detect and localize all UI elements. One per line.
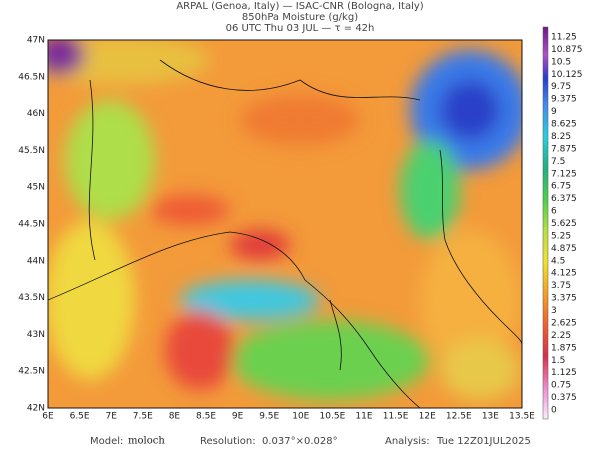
- map-frame: [47, 39, 523, 409]
- colorbar-label: 9: [551, 107, 557, 117]
- lon-label: 12E: [419, 412, 436, 422]
- lon-label: 11.5E: [383, 412, 409, 422]
- footer-value: Tue 12Z01JUL2025: [436, 436, 531, 447]
- lon-label: 9.5E: [259, 412, 279, 422]
- lon-label: 8.5E: [196, 412, 216, 422]
- colorbar-label: 11.25: [551, 33, 577, 43]
- colorbar-label: 6: [551, 207, 557, 217]
- lon-label: 6.5E: [70, 412, 90, 422]
- header-line: ARPAL (Genoa, Italy) — ISAC-CNR (Bologna…: [176, 1, 423, 12]
- lon-label: 13E: [482, 412, 499, 422]
- lon-label: 10.5E: [320, 412, 346, 422]
- lon-label: 9E: [232, 412, 244, 422]
- colorbar-label: 7.125: [551, 169, 577, 179]
- lon-label: 8E: [169, 412, 181, 422]
- colorbar-label: 3: [551, 306, 557, 316]
- colorbar-label: 1.875: [551, 343, 577, 353]
- header-line: 06 UTC Thu 03 JUL — τ = 42h: [226, 23, 375, 34]
- colorbar: [542, 26, 549, 420]
- lat-label: 45.5N: [18, 146, 45, 156]
- colorbar-label: 1.125: [551, 368, 577, 378]
- colorbar-label: 2.25: [551, 331, 571, 341]
- colorbar-label: 4.125: [551, 269, 577, 279]
- colorbar-label: 1.5: [551, 356, 565, 366]
- lat-label: 42N: [27, 404, 45, 414]
- lat-label: 42.5N: [18, 367, 45, 377]
- colorbar-label: 6.75: [551, 182, 571, 192]
- colorbar-label: 5.25: [551, 231, 571, 241]
- lon-label: 12.5E: [446, 412, 472, 422]
- lat-label: 43N: [27, 330, 45, 340]
- lon-label: 7.5E: [133, 412, 153, 422]
- colorbar-label: 3.375: [551, 294, 577, 304]
- lon-label: 11E: [355, 412, 372, 422]
- colorbar-label: 9.375: [551, 95, 577, 105]
- lon-label: 13.5E: [509, 412, 535, 422]
- lat-label: 46N: [27, 109, 45, 119]
- header-line: 850hPa Moisture (g/kg): [242, 12, 358, 23]
- lat-label: 44N: [27, 256, 45, 266]
- colorbar-label: 5.625: [551, 219, 577, 229]
- lat-label: 45N: [27, 183, 45, 193]
- colorbar-label: 3.75: [551, 281, 571, 291]
- colorbar-label: 0.75: [551, 381, 571, 391]
- colorbar-label: 9.75: [551, 82, 571, 92]
- colorbar-label: 7.875: [551, 144, 577, 154]
- colorbar-label: 10.5: [551, 57, 571, 67]
- colorbar-label: 0: [551, 406, 557, 416]
- colorbar-label: 0.375: [551, 393, 577, 403]
- lon-label: 6E: [42, 412, 54, 422]
- footer-value: 0.037°×0.028°: [262, 436, 338, 447]
- footer-value: moloch: [128, 436, 165, 447]
- lat-label: 46.5N: [18, 72, 45, 82]
- lon-label: 7E: [105, 412, 117, 422]
- footer-label: Model:: [90, 436, 123, 447]
- lat-label: 43.5N: [18, 293, 45, 303]
- lon-label: 10E: [292, 412, 309, 422]
- colorbar-label: 7.5: [551, 157, 565, 167]
- footer-label: Analysis:: [385, 436, 430, 447]
- colorbar-label: 4.5: [551, 256, 565, 266]
- lat-label: 47N: [27, 36, 45, 46]
- moisture-field: [48, 40, 522, 408]
- colorbar-label: 8.625: [551, 120, 577, 130]
- colorbar-label: 4.875: [551, 244, 577, 254]
- colorbar-label: 8.25: [551, 132, 571, 142]
- colorbar-label: 10.125: [551, 70, 583, 80]
- footer-label: Resolution:: [200, 436, 256, 447]
- colorbar-label: 2.625: [551, 318, 577, 328]
- lat-label: 44.5N: [18, 220, 45, 230]
- colorbar-label: 10.875: [551, 45, 583, 55]
- colorbar-label: 6.375: [551, 194, 577, 204]
